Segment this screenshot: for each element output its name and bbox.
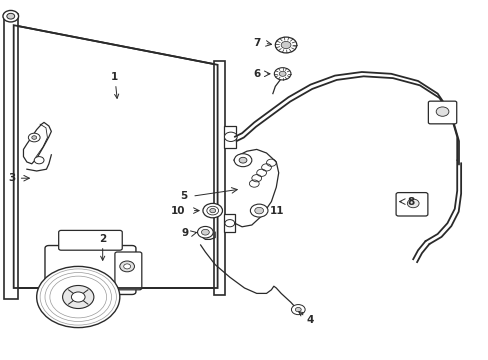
Text: 9: 9 <box>181 228 188 238</box>
Circle shape <box>123 264 130 269</box>
Circle shape <box>281 41 290 49</box>
Circle shape <box>203 203 222 218</box>
Circle shape <box>37 266 120 328</box>
Circle shape <box>28 133 40 142</box>
Circle shape <box>291 305 305 315</box>
FancyBboxPatch shape <box>4 14 18 299</box>
Text: 4: 4 <box>298 312 314 325</box>
Text: 7: 7 <box>252 38 260 48</box>
Circle shape <box>197 226 213 238</box>
Circle shape <box>295 307 301 312</box>
Circle shape <box>254 207 263 214</box>
Circle shape <box>32 136 37 139</box>
FancyBboxPatch shape <box>224 126 236 148</box>
Circle shape <box>201 229 209 235</box>
Circle shape <box>3 10 19 22</box>
Text: 3: 3 <box>9 173 16 183</box>
Circle shape <box>206 206 218 215</box>
Text: 11: 11 <box>269 206 284 216</box>
Circle shape <box>71 292 85 302</box>
FancyBboxPatch shape <box>427 101 456 124</box>
Circle shape <box>224 132 237 141</box>
Text: 8: 8 <box>407 197 413 207</box>
Circle shape <box>34 157 44 164</box>
Circle shape <box>224 220 234 227</box>
Circle shape <box>407 199 418 208</box>
Circle shape <box>239 157 246 163</box>
Text: 6: 6 <box>253 69 260 79</box>
Circle shape <box>7 13 15 19</box>
Circle shape <box>234 154 251 167</box>
FancyBboxPatch shape <box>214 61 224 295</box>
Circle shape <box>209 208 215 213</box>
FancyBboxPatch shape <box>224 214 234 232</box>
Circle shape <box>250 204 267 217</box>
FancyBboxPatch shape <box>115 252 142 290</box>
FancyBboxPatch shape <box>45 246 136 294</box>
Text: 5: 5 <box>180 191 186 201</box>
Circle shape <box>279 71 285 76</box>
Polygon shape <box>14 25 217 288</box>
Text: 2: 2 <box>99 234 106 260</box>
FancyBboxPatch shape <box>395 193 427 216</box>
FancyBboxPatch shape <box>59 230 122 250</box>
Text: 10: 10 <box>171 206 185 216</box>
Text: 1: 1 <box>111 72 119 98</box>
Circle shape <box>120 261 134 272</box>
Circle shape <box>62 285 94 309</box>
Circle shape <box>275 37 296 53</box>
Circle shape <box>274 68 290 80</box>
Circle shape <box>435 107 448 116</box>
